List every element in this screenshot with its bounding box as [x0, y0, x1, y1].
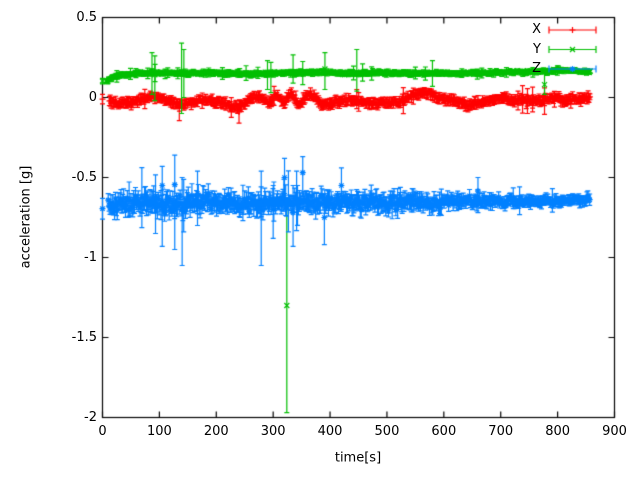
y-tick-label: 0.5 — [76, 10, 97, 25]
x-tick-label: 500 — [374, 424, 400, 439]
x-tick-label: 200 — [203, 424, 229, 439]
x-axis-title: time[s] — [334, 450, 382, 466]
x-tick-label: 400 — [317, 424, 343, 439]
y-axis-title: acceleration [g] — [18, 165, 34, 269]
y-tick-label: -1 — [84, 250, 97, 265]
legend-label-X: X — [532, 22, 541, 37]
x-tick-label: 900 — [602, 424, 627, 439]
x-tick-label: 800 — [545, 424, 571, 439]
legend-label-Z: Z — [532, 61, 541, 76]
y-tick-label: 0 — [88, 90, 97, 105]
x-tick-label: 0 — [98, 424, 107, 439]
y-tick-label: -0.5 — [71, 170, 97, 185]
y-tick-label: -1.5 — [71, 330, 97, 345]
y-tick-label: -2 — [84, 410, 97, 425]
x-tick-label: 100 — [146, 424, 172, 439]
x-tick-label: 600 — [431, 424, 457, 439]
legend-label-Y: Y — [533, 41, 541, 57]
x-tick-label: 300 — [260, 424, 286, 439]
x-tick-label: 700 — [488, 424, 514, 439]
